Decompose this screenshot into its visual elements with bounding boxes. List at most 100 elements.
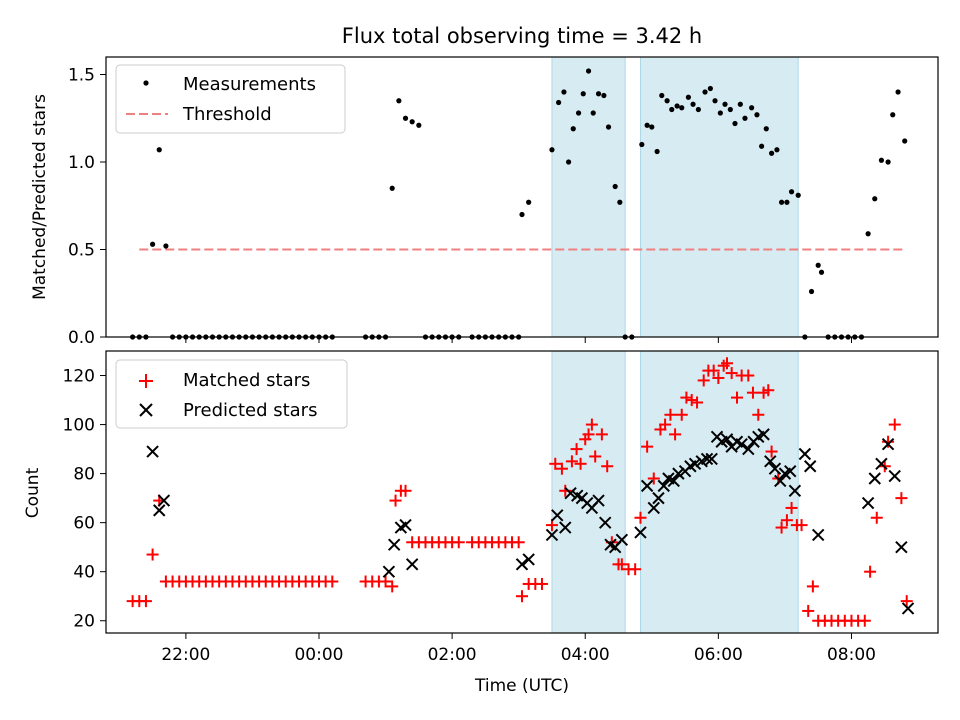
predicted-star-point	[774, 474, 787, 488]
measurement-point	[712, 98, 718, 104]
predicted-star-point	[382, 565, 396, 578]
measurement-point	[895, 89, 901, 95]
measurement-point	[788, 189, 795, 195]
x-tick-label: 08:00	[827, 645, 876, 665]
predicted-star-point	[700, 452, 714, 466]
legend-threshold-label: Threshold	[182, 104, 272, 125]
measurement-point	[402, 115, 409, 121]
predicted-star-point	[657, 479, 670, 493]
matched-star-point	[535, 577, 548, 590]
ratio-legend: Measurements Threshold	[115, 64, 346, 134]
matched-star-point	[555, 462, 568, 475]
matched-star-point	[601, 460, 614, 473]
measurement-point	[595, 91, 602, 97]
measurement-point	[570, 126, 576, 132]
measurement-point	[784, 199, 790, 205]
predicted-star-point	[387, 538, 401, 551]
matched-star-point	[659, 418, 672, 431]
observing-window-2	[639, 56, 799, 338]
matched-star-point	[615, 558, 628, 571]
legend-predicted-marker	[139, 403, 153, 417]
predicted-star-point	[875, 457, 888, 471]
observing-windows	[551, 56, 799, 338]
measurement-point	[732, 120, 738, 127]
measurement-point	[769, 150, 775, 156]
predicted-star-point	[598, 516, 612, 529]
measurement-point	[674, 103, 680, 109]
matched-star-point	[582, 428, 595, 441]
measurement-point	[519, 211, 525, 218]
measurement-point	[865, 231, 871, 237]
measurement-point	[763, 126, 769, 132]
matched-star-point	[512, 536, 525, 549]
predicted-star-point	[153, 504, 166, 517]
measurement-point	[778, 199, 785, 205]
measurement-point	[389, 185, 395, 191]
measurement-point	[742, 115, 748, 121]
matched-star-point	[697, 374, 710, 387]
measurement-point	[396, 98, 402, 104]
matched-star-point	[675, 408, 688, 421]
observing-window-1	[551, 56, 626, 338]
matched-star-point	[775, 521, 788, 534]
count-y-axis-label: Count	[23, 467, 43, 518]
ratio-panel: 0.0 0.5 1.0 1.5 Flux total observing time =…	[30, 24, 939, 348]
measurement-point	[679, 105, 685, 111]
matched-star-point	[762, 384, 775, 397]
predicted-star-point	[545, 528, 559, 542]
measurement-point	[878, 157, 885, 163]
matched-star-point	[545, 519, 558, 532]
measurement-point	[659, 92, 665, 99]
predicted-star-point	[861, 496, 875, 510]
count-legend: Matched stars Predicted stars	[115, 359, 348, 429]
measurement-point	[409, 119, 415, 125]
predicted-stars-points	[146, 428, 915, 615]
measurement-point	[585, 68, 592, 74]
matched-star-point	[326, 575, 339, 588]
x-tick-label: 06:00	[694, 645, 743, 665]
count-legend-box	[115, 359, 348, 429]
measurement-point	[885, 159, 891, 165]
count-panel-frame	[105, 350, 939, 634]
measurement-point	[639, 141, 645, 148]
matched-star-point	[802, 604, 815, 617]
predicted-star-point	[615, 533, 629, 547]
matched-star-point	[752, 408, 765, 421]
ratio-panel-frame	[105, 56, 939, 338]
measurement-point	[580, 91, 586, 97]
predicted-star-point	[735, 437, 748, 451]
measurement-point	[690, 101, 696, 107]
measurement-point	[695, 106, 701, 113]
count-panel: 20 40 60 80 100 120 22:00 00:00 02:00 04:00 06:00…	[23, 350, 939, 696]
predicted-star-point	[895, 540, 908, 554]
measurement-point	[727, 106, 733, 113]
matched-star-point	[806, 580, 819, 593]
predicted-star-point	[803, 460, 817, 473]
x-tick-label: 02:00	[428, 645, 477, 665]
measurement-point	[702, 89, 708, 95]
observing-window-2	[639, 350, 799, 634]
matched-star-point	[669, 428, 682, 441]
y-tick-label: 120	[63, 367, 95, 387]
y-tick-label: 60	[73, 514, 95, 534]
matched-star-point	[707, 364, 720, 377]
matched-star-point	[664, 408, 677, 421]
matched-star-point	[691, 396, 704, 409]
matched-star-point	[870, 511, 883, 524]
matched-star-point	[685, 394, 698, 407]
measurement-point	[707, 85, 713, 92]
matched-star-point	[730, 391, 743, 404]
y-axis-ticks: 20 40 60 80 100 120	[63, 367, 106, 632]
matched-star-point	[516, 590, 528, 603]
measurement-point	[890, 112, 896, 118]
predicted-star-point	[768, 462, 782, 475]
measurement-point	[156, 147, 162, 153]
predicted-star-point	[146, 445, 159, 458]
predicted-star-point	[811, 528, 825, 542]
matched-star-point	[895, 492, 908, 505]
legend-measurements-marker	[143, 80, 149, 86]
y-tick-label: 1.5	[68, 66, 95, 86]
measurement-point	[795, 192, 801, 198]
matched-star-point	[746, 386, 759, 399]
